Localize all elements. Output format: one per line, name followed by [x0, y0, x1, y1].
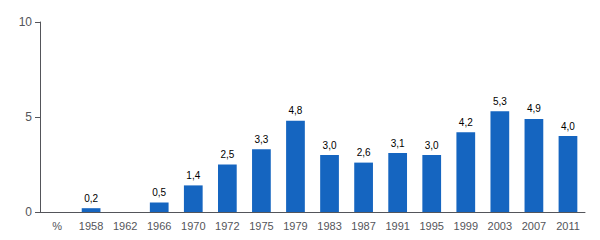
svg-text:1970: 1970 [181, 220, 205, 232]
svg-text:1983: 1983 [317, 220, 341, 232]
svg-text:3,1: 3,1 [391, 138, 405, 149]
svg-text:0,5: 0,5 [152, 187, 166, 198]
svg-text:1975: 1975 [249, 220, 273, 232]
svg-text:0: 0 [25, 205, 32, 219]
svg-text:1972: 1972 [215, 220, 239, 232]
svg-text:4,8: 4,8 [289, 105, 303, 116]
svg-text:4,0: 4,0 [561, 121, 575, 132]
svg-text:1979: 1979 [283, 220, 307, 232]
svg-text:2007: 2007 [522, 220, 546, 232]
svg-text:5,3: 5,3 [493, 96, 507, 107]
svg-text:3,0: 3,0 [323, 140, 337, 151]
svg-text:1987: 1987 [351, 220, 375, 232]
svg-text:1,4: 1,4 [186, 170, 200, 181]
svg-text:%: % [52, 220, 62, 232]
svg-text:1999: 1999 [454, 220, 478, 232]
svg-text:1962: 1962 [113, 220, 137, 232]
svg-text:2,6: 2,6 [357, 147, 371, 158]
svg-text:4,2: 4,2 [459, 117, 473, 128]
svg-text:1958: 1958 [79, 220, 103, 232]
svg-text:3,3: 3,3 [254, 134, 268, 145]
svg-text:0,2: 0,2 [84, 193, 98, 204]
svg-text:2,5: 2,5 [220, 149, 234, 160]
svg-text:2003: 2003 [488, 220, 512, 232]
svg-text:1995: 1995 [419, 220, 443, 232]
svg-text:4,9: 4,9 [527, 103, 541, 114]
svg-text:1966: 1966 [147, 220, 171, 232]
svg-text:10: 10 [19, 15, 33, 29]
svg-text:3,0: 3,0 [425, 140, 439, 151]
svg-text:1991: 1991 [385, 220, 409, 232]
svg-text:2011: 2011 [556, 220, 580, 232]
svg-text:5: 5 [25, 110, 32, 124]
